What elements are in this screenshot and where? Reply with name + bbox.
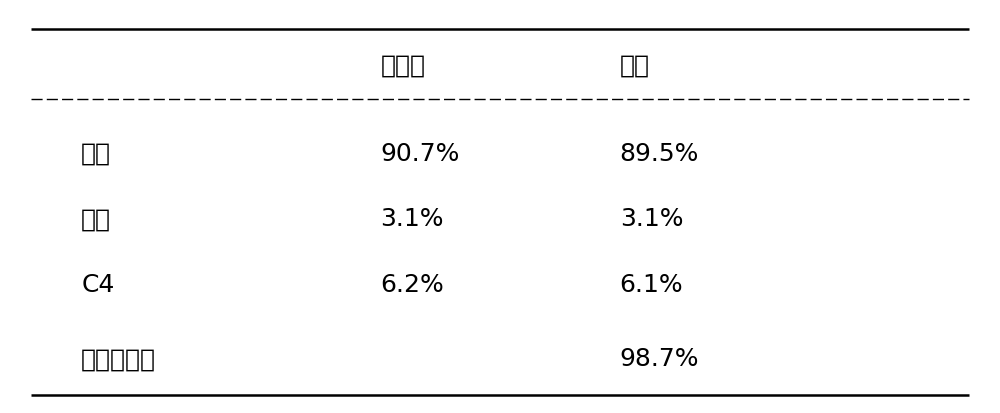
Text: 90.7%: 90.7% [380, 141, 460, 165]
Text: C4: C4 [81, 273, 115, 297]
Text: 乙烯: 乙烯 [81, 141, 111, 165]
Text: 6.2%: 6.2% [380, 273, 444, 297]
Text: 选择性: 选择性 [380, 53, 425, 77]
Text: 3.1%: 3.1% [620, 207, 683, 231]
Text: 收率: 收率 [620, 53, 650, 77]
Text: 6.1%: 6.1% [620, 273, 683, 297]
Text: 乙慖转化率: 乙慖转化率 [81, 347, 156, 370]
Text: 89.5%: 89.5% [620, 141, 699, 165]
Text: 98.7%: 98.7% [620, 347, 699, 370]
Text: 乙烷: 乙烷 [81, 207, 111, 231]
Text: 3.1%: 3.1% [380, 207, 444, 231]
